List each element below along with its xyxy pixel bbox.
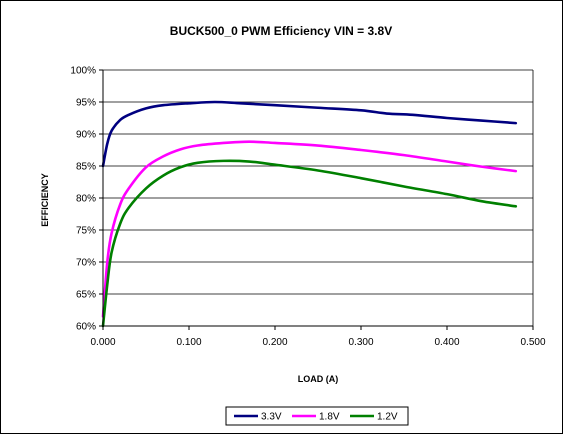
axes [99, 69, 534, 330]
y-tick-label: 80% [76, 194, 96, 205]
series-line-1-8v [101, 140, 518, 318]
legend-label: 1.2V [377, 412, 398, 423]
tick-labels: 60% 65% 70% 75% 80% 85% 90% 95% 100% 0.000 0.100 0.… [70, 66, 546, 349]
y-tick-label: 65% [76, 290, 96, 301]
y-tick-label: 95% [76, 98, 96, 109]
y-tick-label: 90% [76, 130, 96, 141]
y-tick-label: 85% [76, 162, 96, 173]
x-tick-label: 0.400 [434, 337, 459, 348]
y-tick-label: 75% [76, 226, 96, 237]
y-tick-label: 70% [76, 258, 96, 269]
series-lines [101, 100, 518, 328]
legend: 3.3V 1.8V 1.2V [225, 406, 409, 426]
chart-title: BUCK500_0 PWM Efficiency VIN = 3.8V [170, 24, 392, 38]
x-tick-label: 0.200 [262, 337, 287, 348]
x-tick-label: 0.000 [90, 337, 115, 348]
y-tick-label: 60% [76, 322, 96, 333]
legend-label: 3.3V [261, 412, 282, 423]
y-tick-label: 100% [70, 66, 96, 77]
x-tick-label: 0.300 [348, 337, 373, 348]
x-axis-label: LOAD (A) [298, 374, 339, 384]
x-tick-label: 0.500 [520, 337, 545, 348]
series-line-3-3v [101, 100, 518, 168]
legend-box [225, 406, 409, 426]
legend-label: 1.8V [319, 412, 340, 423]
series-line-1-2v [101, 159, 518, 328]
y-axis-label: EFFICIENCY [40, 173, 50, 227]
x-tick-label: 0.100 [176, 337, 201, 348]
